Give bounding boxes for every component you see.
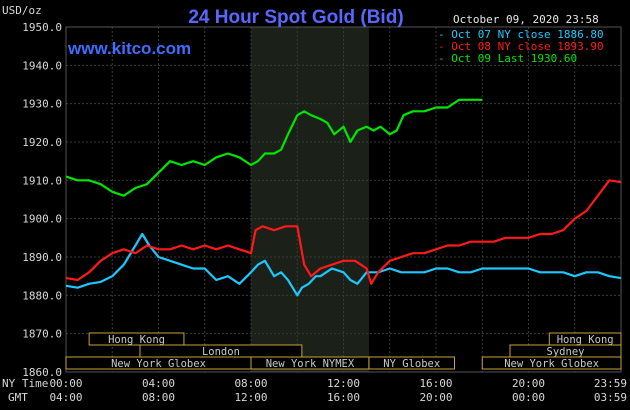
x-gmt-tick-label: 12:00 <box>234 391 267 404</box>
x-ny-tick-label: 04:00 <box>142 377 175 390</box>
y-axis-unit: USD/oz <box>2 4 42 17</box>
y-tick-label: 1860.0 <box>22 366 62 379</box>
x-gmt-tick-label: 20:00 <box>419 391 452 404</box>
x-ny-tick-label: 12:00 <box>327 377 360 390</box>
y-tick-label: 1930.0 <box>22 98 62 111</box>
series-line-1 <box>65 232 622 297</box>
market-box <box>88 332 185 346</box>
legend-entry: - Oct 07 NY close 1886.80 <box>438 28 604 41</box>
x-ny-tick-label: 00:00 <box>49 377 82 390</box>
legend: - Oct 07 NY close 1886.80- Oct 08 NY clo… <box>438 28 604 65</box>
y-tick-label: 1900.0 <box>22 213 62 226</box>
market-label: New York Globex <box>111 358 206 370</box>
series-line-3 <box>65 98 483 197</box>
x-ny-tick-label: 08:00 <box>234 377 267 390</box>
market-label: London <box>202 346 240 358</box>
market-label: New York NYMEX <box>266 358 355 370</box>
y-tick-labels: 1950.0 1940.0 1930.0 1920.0 1910.0 1900.0 1890… <box>22 21 62 379</box>
series-line-2 <box>65 179 622 285</box>
y-tick-label: 1940.0 <box>22 59 62 72</box>
x-ny-tick-label: 16:00 <box>419 377 452 390</box>
x-ny-axis-label: NY Time <box>2 377 48 390</box>
x-tick-labels: 00:00 04:00 08:00 12:00 16:00 20:00 23:5904:00… <box>49 377 627 404</box>
y-tick-label: 1950.0 <box>22 21 62 34</box>
chart-title: 24 Hour Spot Gold (Bid) <box>188 7 403 28</box>
y-tick-label: 1910.0 <box>22 174 62 187</box>
x-gmt-tick-label: 08:00 <box>142 391 175 404</box>
y-tick-label: 1880.0 <box>22 289 62 302</box>
market-label: New York Globex <box>504 358 599 370</box>
market-label: Hong Kong <box>557 334 614 346</box>
timestamp: October 09, 2020 23:58 <box>453 13 599 26</box>
x-gmt-axis-label: GMT <box>8 391 28 404</box>
series-lines <box>65 98 622 297</box>
market-box <box>368 356 455 370</box>
plot-frame <box>65 26 622 373</box>
legend-entry: - Oct 08 NY close 1893.90 <box>438 40 604 53</box>
x-gmt-tick-label: 00:00 <box>512 391 545 404</box>
market-label: Hong Kong <box>108 334 165 346</box>
y-tick-label: 1870.0 <box>22 328 62 341</box>
site-watermark: www.kitco.com <box>67 39 191 58</box>
x-ny-tick-label: 20:00 <box>512 377 545 390</box>
legend-entry: - Oct 09 Last 1930.60 <box>438 52 577 65</box>
market-label: NY Globex <box>383 358 440 370</box>
x-ny-tick-label: 23:59 <box>594 377 627 390</box>
x-gmt-tick-label: 04:00 <box>49 391 82 404</box>
market-box <box>481 356 622 370</box>
x-gmt-tick-label: 16:00 <box>327 391 360 404</box>
y-tick-label: 1920.0 <box>22 136 62 149</box>
y-tick-label: 1890.0 <box>22 251 62 264</box>
x-gmt-tick-label: 03:59 <box>594 391 627 404</box>
nymex-session-shade <box>251 27 369 372</box>
market-label: Sydney <box>547 346 585 358</box>
